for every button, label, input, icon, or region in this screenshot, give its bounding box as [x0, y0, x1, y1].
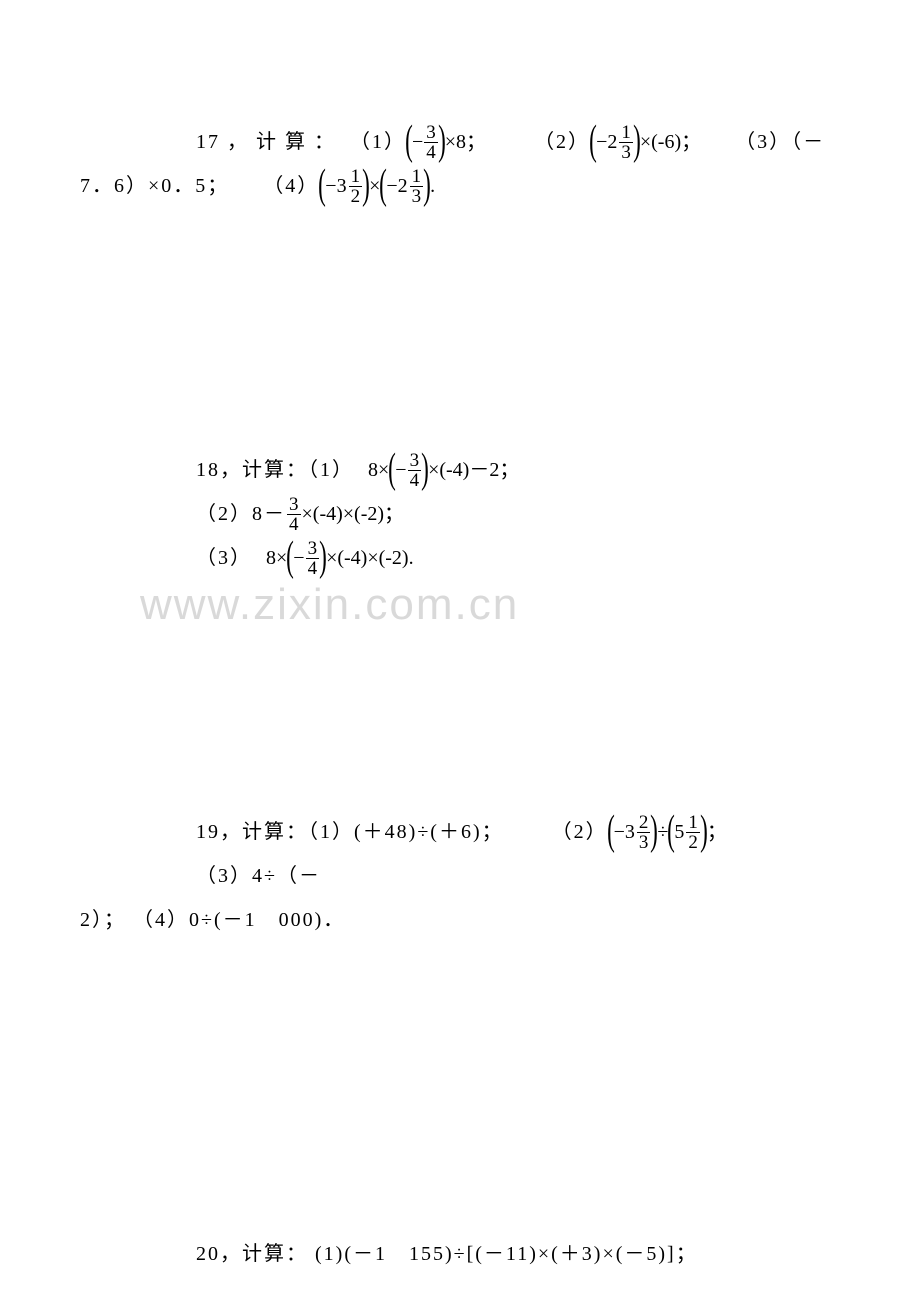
whole: 2: [607, 120, 617, 164]
p18-label: 18，计算：（1）: [196, 448, 354, 492]
rparen-icon: ): [423, 167, 431, 205]
mixed-number: 3 2 3: [625, 810, 652, 854]
p20-label: 20，计算： (1)(－1 155)÷[(－11)×(＋3)×(－5)]；: [196, 1232, 698, 1276]
p18-q1-pre: 8×: [368, 448, 389, 492]
minus: −: [614, 810, 625, 854]
mixed-number: 3 1 2: [337, 164, 364, 208]
rparen-icon: ): [700, 813, 708, 851]
lparen-icon: (: [318, 167, 326, 205]
problem-18: 18，计算：（1） 8× ( − 3 4 ) ×(-4)－2； （2）8－ 3 …: [80, 448, 840, 580]
p17-q3-label: （3）（－: [735, 120, 825, 164]
rparen-icon: ): [362, 167, 370, 205]
lparen-icon: (: [589, 123, 597, 161]
lparen-icon: (: [405, 123, 413, 161]
denominator: 4: [306, 558, 320, 578]
p19-line2: 2）； （4）0÷(－1 000)．: [80, 898, 345, 942]
whole: 3: [625, 810, 635, 854]
p19-q2-tail: ；: [707, 810, 727, 854]
problem-17: 17 ， 计 算 ： （1） ( − 3 4 ) ×8； （2） ( − 2: [80, 120, 840, 208]
p17-line2-a: 7．6）×0．5；: [80, 164, 229, 208]
numerator: 1: [686, 813, 700, 832]
p18-q1-tail: ×(-4)－2；: [428, 448, 519, 492]
denominator: 3: [637, 832, 651, 852]
fraction: 3 4: [424, 123, 438, 162]
minus: −: [412, 120, 423, 164]
minus: −: [596, 120, 607, 164]
mixed-number: 5 1 2: [674, 810, 701, 854]
p17-q4-tail: .: [430, 164, 435, 208]
denominator: 2: [349, 186, 363, 206]
p18-q3-label: （3）: [196, 536, 252, 580]
denominator: 4: [408, 470, 422, 490]
p19-label: 19，计算：（1）(＋48)÷(＋6)；: [196, 810, 504, 854]
numerator: 2: [637, 813, 651, 832]
fraction: 3 4: [287, 495, 301, 534]
p18-q3-tail: ×(-4)×(-2).: [326, 536, 414, 580]
lparen-icon: (: [668, 813, 676, 851]
numerator: 1: [349, 167, 363, 186]
denominator: 4: [424, 142, 438, 162]
lparen-icon: (: [607, 813, 615, 851]
rparen-icon: ): [421, 451, 429, 489]
p17-q4-label: （4）: [263, 164, 319, 208]
fraction: 3 4: [408, 451, 422, 490]
lparen-icon: (: [286, 539, 294, 577]
rparen-icon: ): [319, 539, 327, 577]
mixed-number: 2 1 3: [398, 164, 425, 208]
p17-label: 17 ， 计 算 ：: [196, 120, 336, 164]
mixed-number: 2 1 3: [607, 120, 634, 164]
problem-20: 20，计算： (1)(－1 155)÷[(－11)×(＋3)×(－5)]；: [80, 1232, 840, 1276]
minus: −: [395, 448, 406, 492]
numerator: 3: [408, 451, 422, 470]
denominator: 4: [287, 514, 301, 534]
denominator: 2: [686, 832, 700, 852]
denominator: 3: [410, 186, 424, 206]
p18-q2-tail: ×(-4)×(-2)；: [302, 492, 405, 536]
p19-q3-label: （3）4÷（－: [196, 854, 321, 898]
minus: −: [325, 164, 336, 208]
rparen-icon: ): [633, 123, 641, 161]
minus: −: [386, 164, 397, 208]
fraction: 3 4: [306, 539, 320, 578]
p18-q3-pre: 8×: [266, 536, 287, 580]
p17-q1-label: （1）: [350, 120, 406, 164]
numerator: 1: [619, 123, 633, 142]
numerator: 3: [424, 123, 438, 142]
numerator: 1: [410, 167, 424, 186]
p17-q1-tail: ×8；: [445, 120, 486, 164]
minus: −: [293, 536, 304, 580]
p18-q2-label: （2）8－: [196, 492, 286, 536]
whole: 5: [674, 810, 684, 854]
lparen-icon: (: [388, 451, 396, 489]
p17-q2-label: （2）: [534, 120, 590, 164]
rparen-icon: ): [651, 813, 659, 851]
p17-q2-tail: ×(-6)；: [640, 120, 701, 164]
numerator: 3: [287, 495, 301, 514]
rparen-icon: ): [438, 123, 446, 161]
problem-19: 19，计算：（1）(＋48)÷(＋6)； （2） ( − 3 2 3 ) ÷ (…: [80, 810, 840, 942]
lparen-icon: (: [379, 167, 387, 205]
denominator: 3: [619, 142, 633, 162]
numerator: 3: [306, 539, 320, 558]
whole: 3: [337, 164, 347, 208]
p19-q2-label: （2）: [552, 810, 608, 854]
whole: 2: [398, 164, 408, 208]
